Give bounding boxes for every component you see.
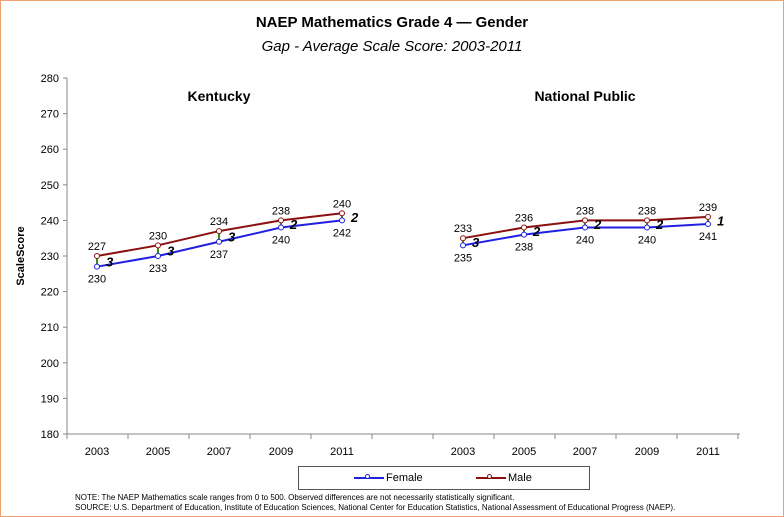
y-tick-label: 250 xyxy=(41,180,59,192)
x-tick-label: 2009 xyxy=(269,446,293,458)
x-tick-label: 2011 xyxy=(696,446,720,458)
x-tick-label: 2003 xyxy=(451,446,475,458)
data-label-upper: 230 xyxy=(149,230,167,242)
y-tick-label: 210 xyxy=(41,322,59,334)
gap-label: 2 xyxy=(350,210,359,225)
point-female xyxy=(460,242,466,249)
point-male xyxy=(582,217,588,224)
data-label-upper: 236 xyxy=(515,213,533,225)
legend: Female Male xyxy=(298,466,590,490)
source-text: SOURCE: U.S. Department of Education, In… xyxy=(75,503,676,512)
point-female xyxy=(155,253,161,259)
data-label-lower: 238 xyxy=(515,242,533,254)
y-axis-label: ScaleScore xyxy=(15,226,27,285)
data-label-lower: 240 xyxy=(576,235,594,247)
footnotes: NOTE: The NAEP Mathematics scale ranges … xyxy=(75,493,675,513)
y-tick-label: 260 xyxy=(41,144,59,156)
data-label-lower: 237 xyxy=(210,249,228,261)
point-female xyxy=(644,224,650,231)
data-label-upper: 233 xyxy=(454,223,472,235)
legend-item-male: Male xyxy=(476,470,532,486)
data-label-lower: 242 xyxy=(333,227,351,239)
gap-label: 2 xyxy=(289,217,298,232)
point-male xyxy=(339,210,345,217)
y-tick-label: 270 xyxy=(41,109,59,121)
x-tick-label: 2007 xyxy=(573,446,597,458)
gap-label: 2 xyxy=(532,224,541,239)
gap-label: 3 xyxy=(167,244,175,259)
y-tick-label: 190 xyxy=(41,393,59,405)
point-female xyxy=(94,263,100,270)
gap-label: 1 xyxy=(717,213,724,228)
gap-label: 3 xyxy=(472,235,480,250)
gap-label: 3 xyxy=(106,254,114,269)
data-label-lower: 230 xyxy=(88,274,106,286)
data-label-lower: 241 xyxy=(699,231,717,243)
y-tick-label: 240 xyxy=(41,215,59,227)
data-label-upper: 238 xyxy=(576,205,594,217)
data-label-upper: 238 xyxy=(638,205,656,217)
point-female xyxy=(278,224,284,231)
y-tick-label: 230 xyxy=(41,251,59,263)
panel-title: Kentucky xyxy=(187,88,250,104)
legend-label-male: Male xyxy=(508,472,532,484)
legend-item-female: Female xyxy=(354,470,423,486)
point-female xyxy=(705,220,711,227)
data-label-upper: 234 xyxy=(210,216,228,228)
y-tick-label: 200 xyxy=(41,358,59,370)
x-tick-label: 2003 xyxy=(85,446,109,458)
data-label-lower: 235 xyxy=(454,252,472,264)
data-label-upper: 240 xyxy=(333,198,351,210)
x-tick-label: 2007 xyxy=(207,446,231,458)
legend-swatch-male xyxy=(476,474,506,479)
x-tick-label: 2011 xyxy=(330,446,354,458)
point-male xyxy=(705,213,711,220)
data-label-upper: 238 xyxy=(272,205,290,217)
data-label-lower: 233 xyxy=(149,263,167,275)
y-tick-label: 280 xyxy=(41,73,59,85)
chart-title: NAEP Mathematics Grade 4 — Gender xyxy=(255,14,529,31)
gap-label: 2 xyxy=(593,217,602,232)
point-male xyxy=(521,224,527,231)
data-label-lower: 240 xyxy=(638,235,656,247)
point-female xyxy=(582,224,588,231)
y-tick-label: 180 xyxy=(41,429,59,441)
legend-swatch-female xyxy=(354,474,384,479)
point-male xyxy=(155,242,161,249)
data-label-lower: 240 xyxy=(272,235,290,247)
point-male xyxy=(94,253,100,259)
point-male xyxy=(460,235,466,242)
x-tick-label: 2009 xyxy=(635,446,659,458)
x-tick-label: 2005 xyxy=(512,446,536,458)
point-male xyxy=(278,217,284,224)
point-female xyxy=(216,238,222,245)
point-female xyxy=(339,217,345,224)
data-label-upper: 239 xyxy=(699,202,717,214)
gap-label: 3 xyxy=(228,229,236,244)
y-tick-label: 220 xyxy=(41,287,59,299)
data-label-upper: 227 xyxy=(88,241,106,253)
note-text: NOTE: The NAEP Mathematics scale ranges … xyxy=(75,493,515,502)
point-male xyxy=(216,228,222,235)
point-female xyxy=(521,231,527,238)
point-male xyxy=(644,217,650,224)
chart-subtitle: Gap - Average Scale Score: 2003-2011 xyxy=(261,38,523,55)
panel-title: National Public xyxy=(534,88,635,104)
x-tick-label: 2005 xyxy=(146,446,170,458)
gap-label: 2 xyxy=(655,217,664,232)
legend-label-female: Female xyxy=(386,472,423,484)
